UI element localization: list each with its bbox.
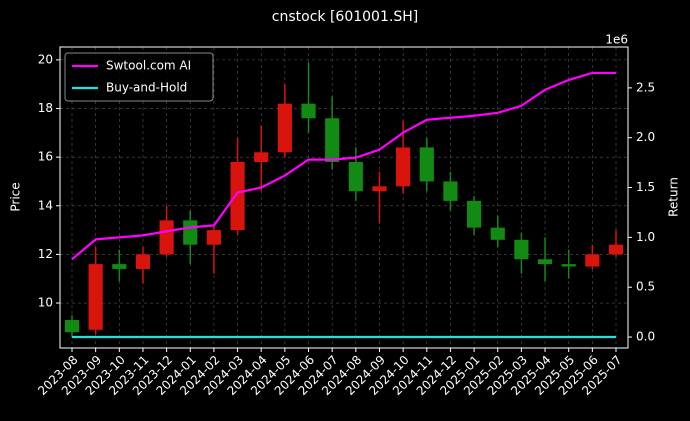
y2-tick-label: 0.5	[636, 280, 655, 294]
candle-body	[112, 264, 127, 269]
y-axis-label: Price	[9, 182, 23, 211]
candle-body	[206, 230, 222, 245]
chart-title: cnstock [601001.SH]	[272, 9, 418, 25]
y-tick-label: 10	[38, 296, 53, 310]
candle-body	[135, 254, 151, 269]
candle-body	[64, 320, 80, 333]
candle-body	[88, 264, 103, 330]
y2-tick-label: 1.0	[636, 230, 655, 244]
y-tick-label: 20	[38, 52, 53, 66]
candle-body	[254, 152, 269, 163]
candle-body	[466, 200, 482, 228]
legend-box	[64, 52, 214, 102]
y2-tick-label: 0.0	[636, 330, 655, 344]
y2-tick-label: 2.0	[636, 130, 655, 144]
candle-body	[230, 162, 245, 231]
candle-body	[277, 103, 292, 153]
y-tick-label: 14	[38, 198, 53, 212]
candle-body	[608, 244, 624, 255]
y2-tick-label: 1.5	[636, 180, 655, 194]
y-tick-label: 16	[38, 150, 53, 164]
y2-tick-label: 2.5	[636, 80, 655, 94]
candle-body	[325, 118, 340, 163]
candle-body	[443, 181, 458, 201]
legend-label: Buy-and-Hold	[106, 81, 187, 95]
candle-body	[537, 259, 553, 265]
y2-axis-label: Return	[667, 177, 681, 217]
candle-body	[372, 186, 387, 192]
y2-offset-label: 1e6	[605, 33, 628, 47]
y-tick-label: 18	[38, 101, 53, 115]
y-tick-label: 12	[38, 247, 53, 261]
legend-label: Swtool.com AI	[106, 59, 191, 73]
candle-body	[490, 227, 505, 240]
plot-frame	[59, 46, 629, 349]
candle-body	[301, 103, 316, 119]
candle-body	[348, 162, 363, 192]
candle-body	[159, 220, 174, 255]
candle-body	[514, 239, 529, 260]
candle-body	[396, 147, 411, 187]
candle-body	[419, 147, 434, 182]
candle-body	[561, 264, 576, 267]
candle-body	[585, 254, 600, 267]
series-line	[71, 71, 616, 261]
candle-body	[183, 220, 198, 245]
